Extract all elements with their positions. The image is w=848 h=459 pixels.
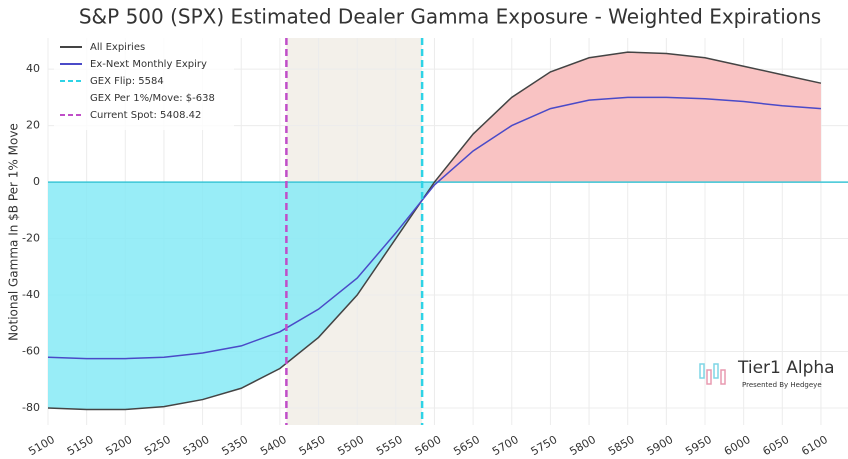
x-tick-label: 5900 [645, 433, 676, 458]
logo: Tier1 Alpha Presented By Hedgeye [699, 358, 835, 389]
y-tick-label: -80 [22, 401, 40, 414]
legend-box [54, 38, 234, 130]
legend-label: Current Spot: 5408.42 [90, 110, 201, 121]
x-tick-label: 5300 [181, 433, 212, 458]
y-tick-label: 20 [26, 119, 40, 132]
legend: All Expiries Ex-Next Monthly Expiry GEX Fl… [54, 38, 234, 130]
x-tick-label: 5250 [142, 433, 173, 458]
x-tick-label: 6100 [799, 433, 830, 458]
y-tick-label: 0 [33, 175, 40, 188]
x-tick-label: 5950 [683, 433, 714, 458]
legend-label: All Expiries [90, 42, 145, 53]
series-line [47, 51, 822, 411]
x-tick-label: 5600 [413, 433, 444, 458]
x-tick-label: 6050 [761, 433, 792, 458]
legend-label: Ex-Next Monthly Expiry [90, 59, 207, 70]
chart-title: S&P 500 (SPX) Estimated Dealer Gamma Exp… [79, 5, 821, 29]
x-tick-label: 5150 [65, 433, 96, 458]
logo-candle [720, 369, 726, 385]
y-tick-label: -40 [22, 288, 40, 301]
x-tick-label: 5800 [567, 433, 598, 458]
logo-candle [713, 363, 719, 379]
y-axis-label: Notional Gamma In $B Per 1% Move [7, 123, 21, 341]
logo-subtext: Presented By Hedgeye [742, 381, 822, 389]
x-tick-label: 5400 [258, 433, 289, 458]
logo-candle [706, 369, 712, 385]
y-tick-label: -60 [22, 345, 40, 358]
logo-text: Tier1 Alpha [737, 358, 835, 378]
logo-candle [699, 363, 705, 379]
x-tick-label: 5850 [606, 433, 637, 458]
x-tick-label: 5500 [335, 433, 366, 458]
positive-area [434, 52, 821, 183]
y-tick-label: -20 [22, 232, 40, 245]
legend-label: GEX Per 1%/Move: $-638 [90, 93, 215, 104]
y-tick-label: 40 [26, 62, 40, 75]
x-tick-label: 5550 [374, 433, 405, 458]
x-tick-label: 5450 [297, 433, 328, 458]
x-tick-label: 5700 [490, 433, 521, 458]
legend-label: GEX Flip: 5584 [90, 76, 164, 87]
negative-area [48, 182, 821, 410]
x-tick-label: 5350 [219, 433, 250, 458]
x-tick-label: 5750 [529, 433, 560, 458]
x-tick-label: 5100 [26, 433, 57, 458]
series-line [47, 96, 822, 360]
x-tick-label: 5200 [104, 433, 135, 458]
x-tick-label: 6000 [722, 433, 753, 458]
x-tick-label: 5650 [451, 433, 482, 458]
